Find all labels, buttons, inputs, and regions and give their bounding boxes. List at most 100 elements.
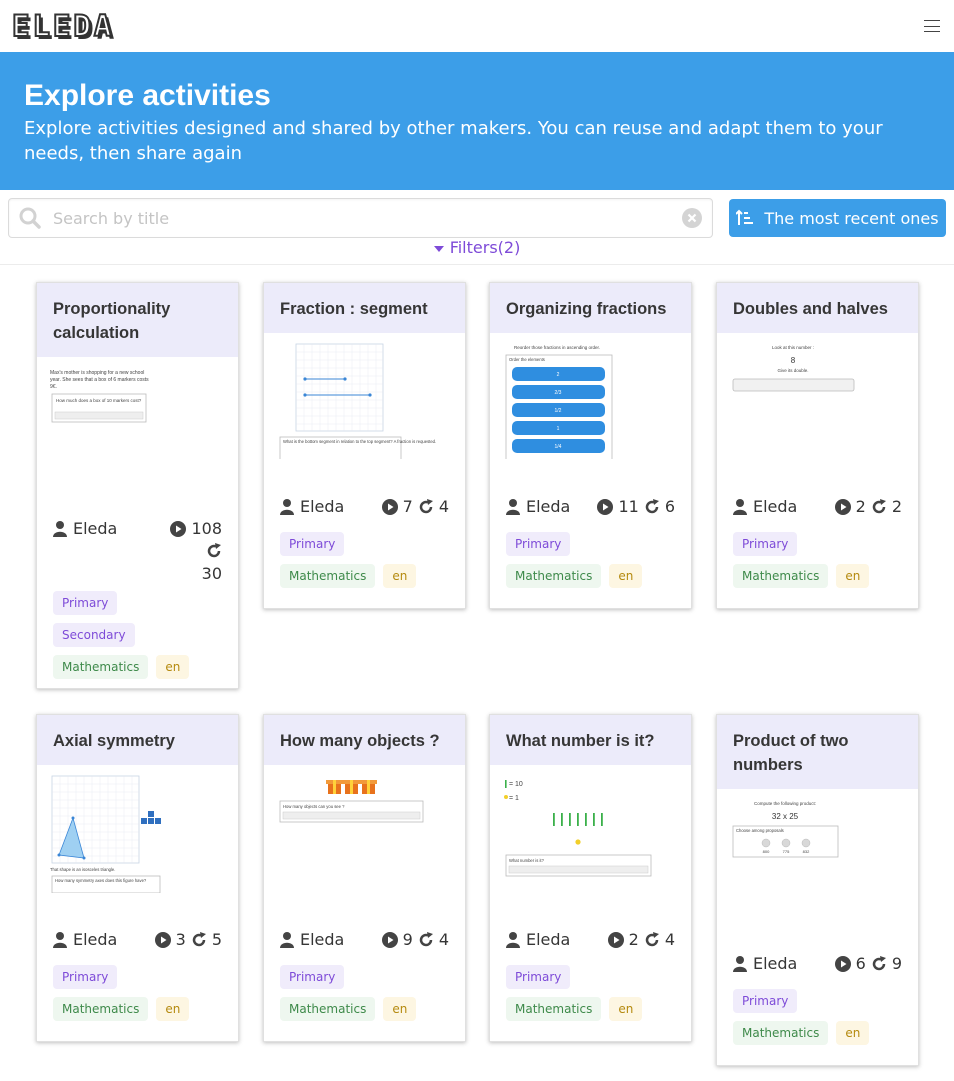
reuse-count: 5 — [211, 930, 222, 949]
thumb-text: 1 — [557, 426, 560, 432]
activity-thumbnail[interactable]: Look at this number : 8 Give its double. — [717, 333, 918, 459]
play-count: 2 — [855, 497, 866, 516]
thumbnail-preview: Max's mother is shopping for a new schoo… — [50, 370, 149, 423]
activity-card[interactable]: Fraction : segment What is the bottom se… — [263, 282, 466, 609]
level-tag[interactable]: Primary — [53, 965, 118, 989]
card-meta: Eleda 2 4 Primary Mathematics en — [490, 930, 691, 1021]
subject-tag[interactable]: Mathematics — [733, 564, 829, 588]
activity-card[interactable]: How many objects ? How many objects can … — [263, 714, 466, 1042]
caret-down-icon — [433, 245, 444, 252]
level-tag[interactable]: Primary — [53, 591, 118, 615]
clear-search-icon[interactable] — [682, 208, 702, 228]
activity-thumbnail[interactable]: Reorder those fractions in ascending ord… — [490, 333, 691, 459]
card-title[interactable]: How many objects ? — [264, 715, 465, 765]
sort-button[interactable]: The most recent ones — [729, 199, 946, 237]
subject-tag[interactable]: Mathematics — [506, 564, 602, 588]
author: Eleda — [506, 930, 570, 949]
reuse-icon — [192, 931, 206, 946]
level-tag[interactable]: Secondary — [53, 623, 135, 647]
hamburger-menu-icon[interactable] — [924, 20, 940, 32]
play-count: 3 — [175, 930, 186, 949]
subject-tag[interactable]: Mathematics — [280, 564, 376, 588]
card-title[interactable]: Doubles and halves — [717, 283, 918, 333]
activity-thumbnail[interactable]: That shape is an isosceles triangle. How… — [37, 765, 238, 893]
language-tag[interactable]: en — [836, 1021, 870, 1045]
level-tag[interactable]: Primary — [733, 989, 798, 1013]
thumbnail-preview: How many objects can you see ? — [279, 780, 424, 823]
card-stats: 11 6 — [597, 497, 675, 516]
thumb-text: Compute the following product: — [754, 801, 816, 806]
activity-card[interactable]: Doubles and halves Look at this number :… — [716, 282, 919, 609]
activity-thumbnail[interactable]: What is the bottom segment in relation t… — [264, 333, 465, 459]
activity-thumbnail[interactable]: How many objects can you see ? — [264, 765, 465, 893]
play-count: 108 — [191, 519, 222, 538]
language-tag[interactable]: en — [156, 997, 190, 1021]
reuse-count: 4 — [664, 930, 675, 949]
reuse-icon — [645, 931, 659, 946]
thumb-text: That shape is an isosceles triangle. — [50, 867, 115, 872]
sort-button-label: The most recent ones — [764, 208, 939, 228]
author: Eleda — [733, 497, 797, 516]
user-icon — [506, 931, 520, 948]
language-tag[interactable]: en — [836, 564, 870, 588]
activity-thumbnail[interactable]: Compute the following product: 32 x 25 C… — [717, 789, 918, 917]
level-tag[interactable]: Primary — [506, 532, 571, 556]
eleda-logo[interactable]: ELEDA — [11, 8, 115, 44]
thumb-text: What number is it? — [509, 858, 545, 863]
activity-card[interactable]: Organizing fractions Reorder those fract… — [489, 282, 692, 609]
language-tag[interactable]: en — [383, 564, 417, 588]
thumb-text: Reorder those fractions in ascending ord… — [514, 345, 600, 350]
language-tag[interactable]: en — [609, 564, 643, 588]
card-title[interactable]: Product of two numbers — [717, 715, 918, 789]
activity-thumbnail[interactable]: Max's mother is shopping for a new schoo… — [37, 357, 238, 507]
reuse-icon — [207, 543, 221, 558]
language-tag[interactable]: en — [156, 655, 190, 679]
reuse-count: 4 — [438, 930, 449, 949]
level-tag[interactable]: Primary — [280, 965, 345, 989]
activity-card[interactable]: Axial symmetry That shape is an isoscele… — [36, 714, 239, 1042]
reuse-count: 9 — [891, 954, 902, 973]
author: Eleda — [280, 497, 344, 516]
card-meta: Eleda 3 5 Primary Mathematics en — [37, 930, 238, 1021]
activity-card[interactable]: Proportionality calculation Max's mother… — [36, 282, 239, 689]
activity-thumbnail[interactable]: = 10 = 1 What number is it? — [490, 765, 691, 893]
subject-tag[interactable]: Mathematics — [280, 997, 376, 1021]
card-meta: Eleda 9 4 Primary Mathematics en — [264, 930, 465, 1021]
level-tag[interactable]: Primary — [733, 532, 798, 556]
thumb-text: 2 — [557, 372, 560, 378]
search-icon — [19, 207, 41, 229]
card-stats: 6 9 — [834, 954, 902, 973]
subject-tag[interactable]: Mathematics — [53, 655, 149, 679]
level-tag[interactable]: Primary — [280, 532, 345, 556]
card-stats: 2 2 — [834, 497, 902, 516]
card-title[interactable]: Proportionality calculation — [37, 283, 238, 357]
author: Eleda — [280, 930, 344, 949]
language-tag[interactable]: en — [609, 997, 643, 1021]
gift-icon — [326, 780, 377, 794]
language-tag[interactable]: en — [383, 997, 417, 1021]
author-name: Eleda — [73, 519, 118, 538]
activity-card[interactable]: Product of two numbers Compute the follo… — [716, 714, 919, 1066]
subject-tag[interactable]: Mathematics — [506, 997, 602, 1021]
card-stats: 9 4 — [381, 930, 449, 949]
thumbnail-preview: Reorder those fractions in ascending ord… — [505, 345, 613, 459]
activity-card[interactable]: What number is it? = 10 = 1 What number … — [489, 714, 692, 1042]
card-title[interactable]: What number is it? — [490, 715, 691, 765]
card-meta: Eleda 11 6 Primary Mathematics en — [490, 497, 691, 588]
filters-toggle[interactable]: Filters(2) — [0, 238, 954, 262]
card-title[interactable]: Organizing fractions — [490, 283, 691, 333]
divider — [0, 264, 954, 265]
subject-tag[interactable]: Mathematics — [53, 997, 149, 1021]
subject-tag[interactable]: Mathematics — [733, 1021, 829, 1045]
search-input[interactable] — [41, 208, 682, 228]
thumbnail-preview: That shape is an isosceles triangle. How… — [50, 775, 161, 893]
level-tag[interactable]: Primary — [506, 965, 571, 989]
play-icon — [381, 931, 398, 948]
hero-banner: Explore activities Explore activities de… — [0, 52, 954, 190]
thumbnail-preview: Look at this number : 8 Give its double. — [732, 345, 855, 392]
card-title[interactable]: Fraction : segment — [264, 283, 465, 333]
top-navbar: ELEDA — [0, 0, 954, 52]
card-title[interactable]: Axial symmetry — [37, 715, 238, 765]
thumb-text: How much does a box of 10 markers cost? — [56, 398, 142, 403]
thumb-text: = 10 — [509, 781, 523, 788]
